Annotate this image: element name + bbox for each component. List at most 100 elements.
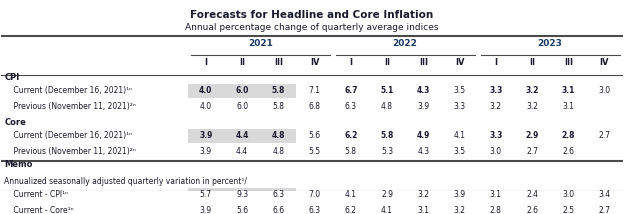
FancyBboxPatch shape [188, 129, 296, 143]
Text: 5.6: 5.6 [236, 206, 248, 214]
Text: 6.0: 6.0 [235, 86, 249, 95]
Text: 4.1: 4.1 [345, 190, 357, 199]
Text: 2.6: 2.6 [562, 147, 574, 156]
FancyBboxPatch shape [188, 188, 296, 202]
Text: 2.7: 2.7 [598, 131, 610, 140]
Text: 6.6: 6.6 [272, 206, 285, 214]
Text: 6.0: 6.0 [236, 102, 248, 111]
Text: CPI: CPI [4, 73, 20, 82]
Text: 3.2: 3.2 [526, 102, 538, 111]
Text: 3.1: 3.1 [490, 190, 502, 199]
Text: 2.9: 2.9 [381, 190, 393, 199]
Text: 5.8: 5.8 [345, 147, 357, 156]
Text: 6.3: 6.3 [345, 102, 357, 111]
Text: 4.0: 4.0 [199, 86, 213, 95]
Text: 2022: 2022 [392, 39, 417, 48]
Text: 4.1: 4.1 [454, 131, 466, 140]
Text: 3.9: 3.9 [199, 131, 213, 140]
Text: III: III [563, 58, 573, 67]
Text: Current (December 16, 2021)¹ⁿ: Current (December 16, 2021)¹ⁿ [4, 86, 133, 95]
Text: 6.3: 6.3 [272, 190, 285, 199]
Text: IV: IV [455, 58, 464, 67]
Text: 3.3: 3.3 [454, 102, 466, 111]
Text: 2021: 2021 [248, 39, 273, 48]
Text: Current - CPI¹ⁿ: Current - CPI¹ⁿ [4, 190, 69, 199]
Text: Annual percentage change of quarterly average indices: Annual percentage change of quarterly av… [185, 24, 439, 33]
Text: 2.9: 2.9 [525, 131, 539, 140]
Text: 4.1: 4.1 [381, 206, 393, 214]
Text: 7.0: 7.0 [308, 190, 321, 199]
Text: 6.2: 6.2 [344, 131, 358, 140]
Text: 5.8: 5.8 [271, 86, 285, 95]
Text: 4.8: 4.8 [271, 131, 285, 140]
Text: I: I [205, 58, 207, 67]
Text: 4.8: 4.8 [381, 102, 393, 111]
Text: III: III [419, 58, 428, 67]
Text: 3.5: 3.5 [454, 86, 466, 95]
Text: 2.7: 2.7 [598, 206, 610, 214]
Text: 3.5: 3.5 [454, 147, 466, 156]
Text: 5.6: 5.6 [308, 131, 321, 140]
Text: 2.7: 2.7 [526, 147, 538, 156]
Text: 2.6: 2.6 [526, 206, 538, 214]
Text: 3.9: 3.9 [417, 102, 429, 111]
Text: 5.5: 5.5 [308, 147, 321, 156]
Text: 3.2: 3.2 [490, 102, 502, 111]
Text: Memo: Memo [4, 160, 33, 169]
Text: 4.4: 4.4 [235, 131, 249, 140]
Text: Annualized seasonally adjusted quarterly variation in percent¹/: Annualized seasonally adjusted quarterly… [4, 177, 248, 186]
Text: 2.8: 2.8 [490, 206, 502, 214]
Text: I: I [349, 58, 353, 67]
Text: 4.9: 4.9 [417, 131, 430, 140]
Text: Current (December 16, 2021)¹ⁿ: Current (December 16, 2021)¹ⁿ [4, 131, 133, 140]
Text: II: II [384, 58, 390, 67]
FancyBboxPatch shape [188, 84, 296, 98]
Text: 5.8: 5.8 [272, 102, 285, 111]
Text: 2.5: 2.5 [562, 206, 574, 214]
Text: Current - Core¹ⁿ: Current - Core¹ⁿ [4, 206, 74, 214]
Text: Core: Core [4, 118, 26, 127]
Text: 3.3: 3.3 [489, 86, 502, 95]
Text: 4.8: 4.8 [272, 147, 285, 156]
Text: Previous (November 11, 2021)²ⁿ: Previous (November 11, 2021)²ⁿ [4, 102, 137, 111]
Text: 2.4: 2.4 [526, 190, 538, 199]
Text: 3.0: 3.0 [490, 147, 502, 156]
Text: 4.4: 4.4 [236, 147, 248, 156]
Text: IV: IV [600, 58, 609, 67]
Text: 3.2: 3.2 [417, 190, 429, 199]
Text: 3.1: 3.1 [417, 206, 429, 214]
Text: 4.0: 4.0 [200, 102, 212, 111]
Text: 3.4: 3.4 [598, 190, 610, 199]
FancyBboxPatch shape [188, 204, 296, 214]
Text: 3.0: 3.0 [562, 190, 574, 199]
Text: 2.8: 2.8 [562, 131, 575, 140]
Text: 5.8: 5.8 [381, 131, 394, 140]
Text: 6.7: 6.7 [344, 86, 358, 95]
Text: II: II [529, 58, 535, 67]
Text: 5.3: 5.3 [381, 147, 393, 156]
Text: 5.1: 5.1 [381, 86, 394, 95]
Text: 3.2: 3.2 [525, 86, 539, 95]
Text: 4.3: 4.3 [417, 86, 430, 95]
Text: 3.2: 3.2 [454, 206, 466, 214]
Text: II: II [239, 58, 245, 67]
Text: 4.3: 4.3 [417, 147, 429, 156]
Text: 3.1: 3.1 [562, 86, 575, 95]
Text: III: III [274, 58, 283, 67]
Text: 2023: 2023 [538, 39, 563, 48]
Text: 3.9: 3.9 [200, 147, 212, 156]
Text: 6.2: 6.2 [345, 206, 357, 214]
Text: 3.9: 3.9 [200, 206, 212, 214]
Text: 3.9: 3.9 [454, 190, 466, 199]
Text: 9.3: 9.3 [236, 190, 248, 199]
Text: 3.1: 3.1 [562, 102, 574, 111]
Text: Forecasts for Headline and Core Inflation: Forecasts for Headline and Core Inflatio… [190, 10, 434, 20]
Text: 5.7: 5.7 [200, 190, 212, 199]
Text: 3.3: 3.3 [489, 131, 502, 140]
Text: 7.1: 7.1 [309, 86, 321, 95]
Text: IV: IV [310, 58, 319, 67]
Text: 6.3: 6.3 [308, 206, 321, 214]
Text: 6.8: 6.8 [309, 102, 321, 111]
Text: 3.0: 3.0 [598, 86, 610, 95]
Text: Previous (November 11, 2021)²ⁿ: Previous (November 11, 2021)²ⁿ [4, 147, 137, 156]
